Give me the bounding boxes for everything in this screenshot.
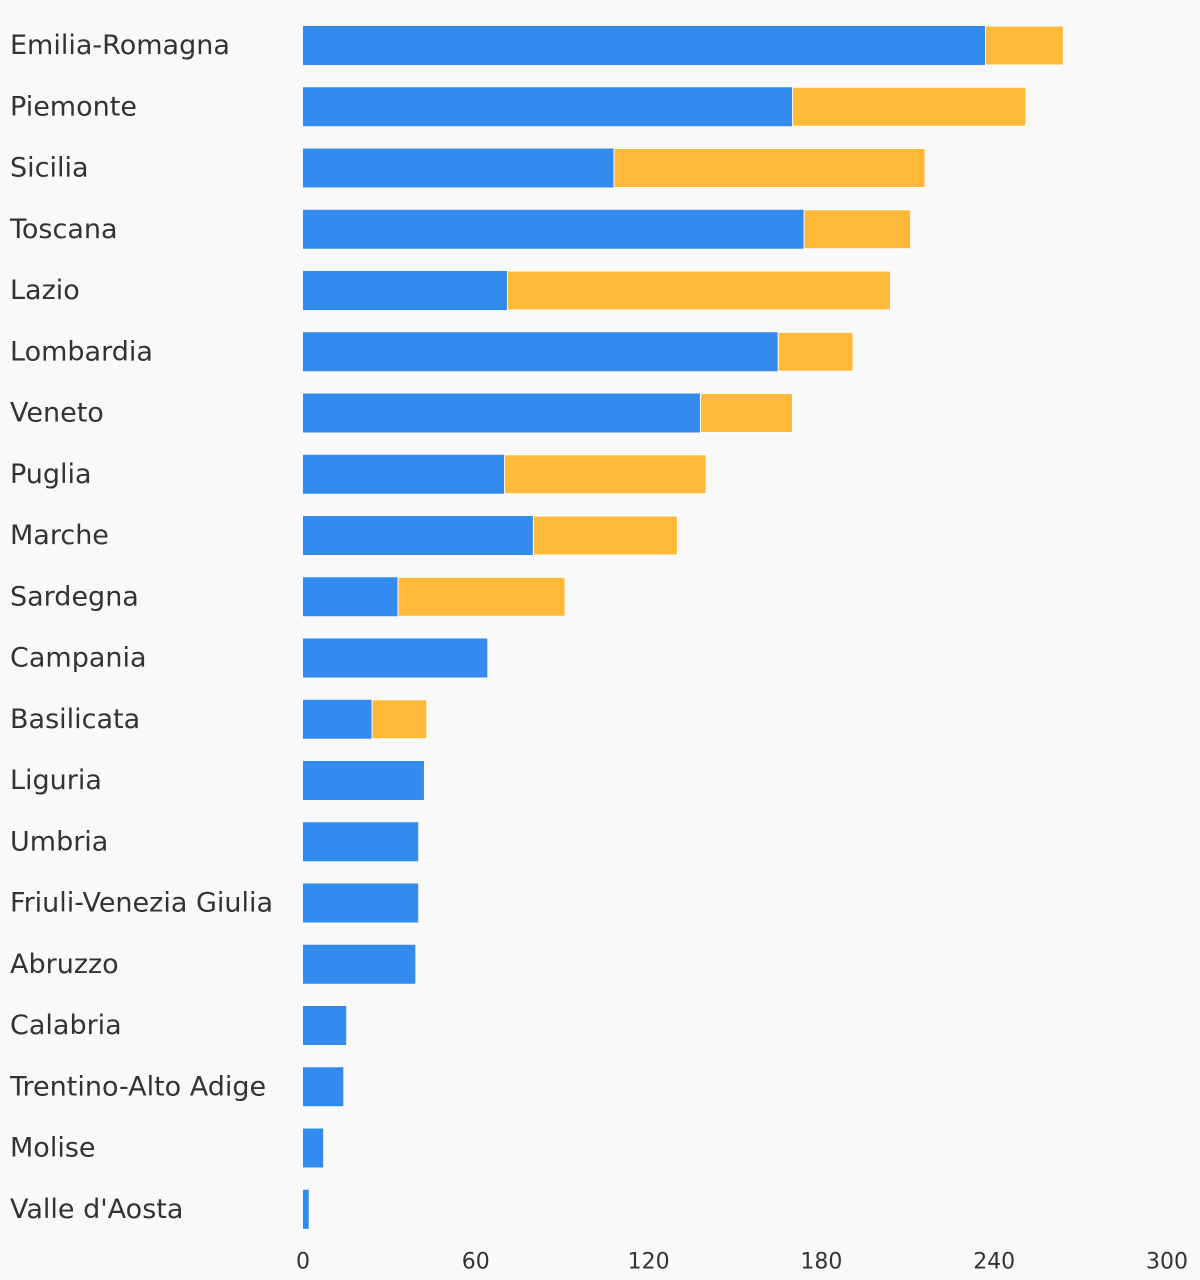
bar-puglia-series-2 xyxy=(504,454,707,495)
x-tick-label-240: 240 xyxy=(973,1250,1015,1275)
x-axis-ticks-group: 0 60 120 180 240 300 xyxy=(296,1250,1188,1275)
category-label-valle-d-aosta: Valle d'Aosta xyxy=(10,1194,183,1225)
bar-piemonte-series-2 xyxy=(792,86,1027,127)
category-label-toscana: Toscana xyxy=(9,214,118,245)
bar-puglia-series-1 xyxy=(303,454,505,494)
bar-valle-d-aosta-series-1 xyxy=(303,1189,309,1229)
bar-lazio-series-1 xyxy=(303,271,508,310)
bar-umbria-series-1 xyxy=(303,822,419,862)
category-label-umbria: Umbria xyxy=(10,826,108,857)
bar-emilia-romagna-series-2 xyxy=(985,25,1064,66)
x-tick-label-300: 300 xyxy=(1146,1250,1188,1275)
x-tick-label-120: 120 xyxy=(628,1250,670,1275)
category-label-liguria: Liguria xyxy=(10,765,102,796)
category-label-campania: Campania xyxy=(10,643,147,674)
category-label-lombardia: Lombardia xyxy=(10,336,153,367)
bar-emilia-romagna-series-1 xyxy=(303,26,986,65)
category-label-sicilia: Sicilia xyxy=(10,153,89,184)
bar-lazio-series-2 xyxy=(506,270,892,311)
category-label-basilicata: Basilicata xyxy=(10,704,140,735)
bar-sardegna-series-2 xyxy=(397,576,566,617)
category-label-sardegna: Sardegna xyxy=(10,581,139,612)
x-tick-label-0: 0 xyxy=(296,1250,310,1275)
bar-campania-series-1 xyxy=(303,638,488,678)
category-label-marche: Marche xyxy=(10,520,109,551)
x-tick-label-60: 60 xyxy=(462,1250,490,1275)
bar-veneto-series-2 xyxy=(699,393,794,433)
x-tick-label-180: 180 xyxy=(800,1250,842,1275)
bar-sardegna-series-1 xyxy=(303,577,399,617)
bar-liguria-series-1 xyxy=(303,761,424,800)
bar-sicilia-series-1 xyxy=(303,148,615,188)
bar-lombardia-series-1 xyxy=(303,332,779,372)
bar-sicilia-series-2 xyxy=(613,148,926,188)
bar-marche-series-2 xyxy=(532,515,678,556)
category-label-abruzzo: Abruzzo xyxy=(10,949,119,980)
bar-toscana-series-1 xyxy=(303,209,805,249)
bar-abruzzo-series-1 xyxy=(303,944,416,984)
bars-group xyxy=(303,25,1064,1229)
category-label-friuli-venezia-giulia: Friuli-Venezia Giulia xyxy=(10,888,273,919)
category-label-emilia-romagna: Emilia-Romagna xyxy=(10,30,230,61)
category-label-lazio: Lazio xyxy=(10,275,80,306)
bar-veneto-series-1 xyxy=(303,393,701,433)
bar-piemonte-series-1 xyxy=(303,87,793,127)
bar-basilicata-series-2 xyxy=(371,699,428,740)
bar-toscana-series-2 xyxy=(803,209,912,250)
bar-molise-series-1 xyxy=(303,1128,324,1168)
category-label-veneto: Veneto xyxy=(10,398,104,429)
category-label-trentino-alto-adige: Trentino-Alto Adige xyxy=(9,1071,266,1102)
bar-lombardia-series-2 xyxy=(777,331,854,372)
category-labels-group: Emilia-Romagna Piemonte Sicilia Toscana Lazi… xyxy=(9,30,273,1225)
category-label-calabria: Calabria xyxy=(10,1010,122,1041)
bar-friuli-venezia-giulia-series-1 xyxy=(303,883,419,923)
category-label-molise: Molise xyxy=(10,1133,96,1164)
bar-trentino-alto-adige-series-1 xyxy=(303,1067,344,1107)
category-label-piemonte: Piemonte xyxy=(10,91,137,122)
category-label-puglia: Puglia xyxy=(10,459,92,490)
bar-basilicata-series-1 xyxy=(303,699,373,739)
bar-calabria-series-1 xyxy=(303,1006,347,1045)
bar-marche-series-1 xyxy=(303,516,534,555)
